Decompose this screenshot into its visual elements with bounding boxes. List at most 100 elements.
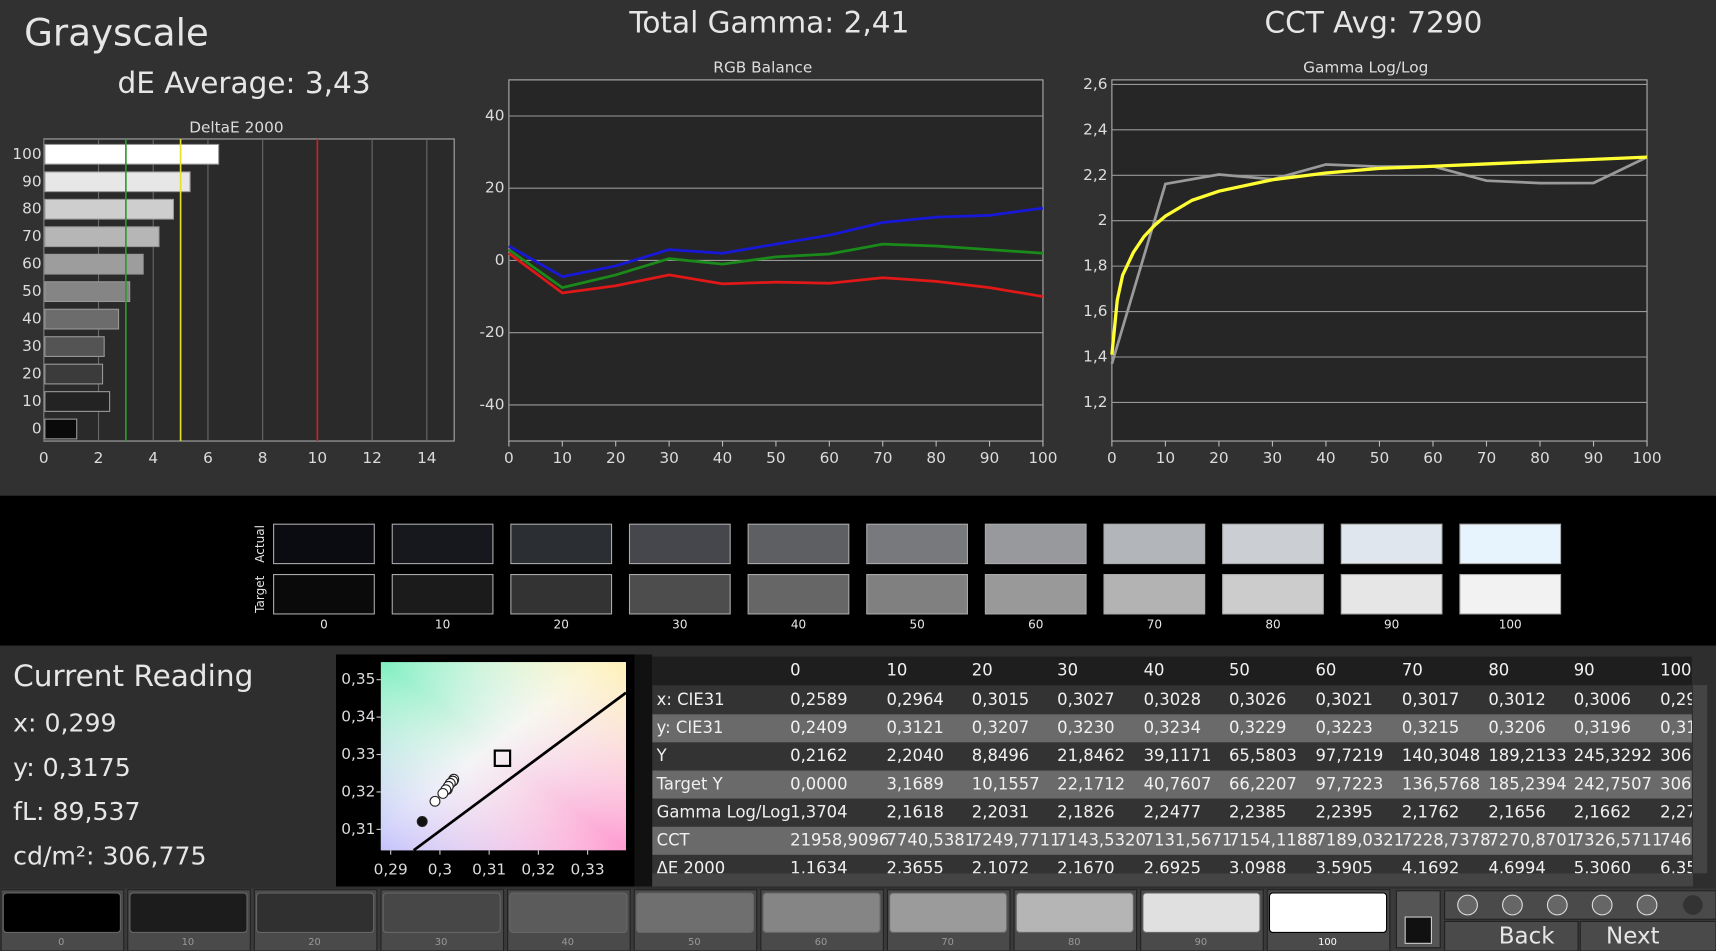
swatch-label: 40: [791, 617, 806, 631]
patch-label[interactable]: 0: [58, 937, 64, 948]
table-cell: 0,2409: [790, 718, 847, 737]
actual-swatch: [747, 523, 850, 565]
stop-button[interactable]: [1404, 916, 1432, 944]
patch-label[interactable]: 10: [182, 937, 195, 948]
x-tick-label: 0: [1107, 449, 1117, 467]
reading-value: cd/m²: 306,775: [13, 841, 206, 870]
patch[interactable]: [255, 892, 375, 933]
x-tick-label: 60: [820, 449, 839, 467]
scrollbar-v[interactable]: [1692, 685, 1708, 874]
target-swatch: [273, 573, 375, 615]
loop-icon[interactable]: [1591, 894, 1613, 916]
bar: [44, 253, 144, 275]
table-cell: 7249,7711: [972, 831, 1061, 850]
patch[interactable]: [1142, 892, 1261, 933]
table-cell: 0,3121: [886, 718, 943, 737]
column-header: 0: [790, 660, 800, 679]
table-cell: 2,1072: [972, 859, 1029, 878]
record-icon[interactable]: [1457, 894, 1478, 916]
table-cell: 2,1762: [1402, 802, 1459, 821]
x-tick-label: 100: [1028, 449, 1057, 467]
patch-label[interactable]: 80: [1068, 937, 1081, 948]
y-tick-label: 1,4: [1083, 347, 1107, 365]
target-swatch: [1222, 573, 1324, 615]
x-tick-label: 10: [553, 449, 573, 467]
patch-label[interactable]: 90: [1195, 937, 1208, 948]
reading-title: Current Reading: [13, 659, 253, 693]
table-cell: 65,5803: [1229, 746, 1297, 765]
actual-swatch: [1222, 523, 1324, 565]
patch-label[interactable]: 100: [1318, 937, 1337, 948]
table-cell: 1,3704: [790, 802, 847, 821]
table-cell: 140,3048: [1402, 746, 1480, 765]
table-row: [652, 798, 1692, 827]
x-tick-label: 0,31: [472, 861, 506, 879]
table-cell: 189,2133: [1488, 746, 1566, 765]
column-header: 40: [1144, 660, 1165, 679]
actual-swatch: [391, 523, 494, 565]
swatch-label: 0: [320, 617, 328, 631]
table-cell: 0,31: [1660, 718, 1697, 737]
table-cell: 0,3229: [1229, 718, 1286, 737]
table-cell: 2,1670: [1057, 859, 1114, 878]
patch[interactable]: [382, 892, 501, 933]
scrollbar-h[interactable]: [652, 873, 1693, 887]
y-tick-label: 0: [495, 251, 505, 269]
patch[interactable]: [889, 892, 1008, 933]
table-cell: 0,3230: [1057, 718, 1114, 737]
swatch-label: 90: [1384, 617, 1399, 631]
patch[interactable]: [1268, 892, 1388, 933]
table-cell: 39,1171: [1144, 746, 1212, 765]
next-label[interactable]: Next: [1606, 923, 1660, 949]
cie-side: [634, 654, 653, 887]
actual-swatch: [1103, 523, 1206, 565]
patch-label[interactable]: 60: [815, 937, 828, 948]
frame-icon[interactable]: [1546, 894, 1568, 916]
column-header: 20: [972, 660, 993, 679]
patch[interactable]: [129, 892, 248, 933]
actual-swatch: [866, 523, 968, 565]
patch-label[interactable]: 20: [308, 937, 321, 948]
chart-title: DeltaE 2000: [189, 119, 283, 137]
table-cell: 0,0000: [790, 774, 847, 793]
table-cell: 2,2031: [972, 802, 1029, 821]
column-header: 80: [1488, 660, 1509, 679]
back-button[interactable]: [1444, 920, 1579, 951]
refresh-icon[interactable]: [1636, 894, 1658, 916]
patch[interactable]: [635, 892, 755, 933]
x-tick-label: 30: [1263, 449, 1283, 467]
point: [429, 795, 441, 807]
patch[interactable]: [1015, 892, 1134, 933]
patch[interactable]: [2, 892, 121, 933]
patch[interactable]: [762, 892, 881, 933]
table-cell: 2,2040: [886, 746, 943, 765]
y-tick-label: 0,31: [341, 820, 375, 838]
table-cell: 97,7223: [1315, 774, 1383, 793]
patch-label[interactable]: 70: [941, 937, 954, 948]
target-point: [493, 749, 512, 768]
patch-label[interactable]: 40: [562, 937, 575, 948]
swatch-label: 20: [554, 617, 569, 631]
bar: [44, 281, 131, 303]
patch-label[interactable]: 50: [688, 937, 701, 948]
table-cell: 0,3234: [1144, 718, 1201, 737]
series-line: [508, 252, 1044, 298]
target-swatch: [1459, 573, 1562, 615]
table-cell: 97,7219: [1315, 746, 1383, 765]
x-tick-label: 12: [362, 449, 382, 467]
bar: [44, 418, 78, 440]
table-row: [652, 854, 1692, 874]
table-cell: 0,3207: [972, 718, 1029, 737]
x-tick-label: 40: [713, 449, 733, 467]
play-icon[interactable]: [1502, 894, 1523, 916]
back-label[interactable]: Back: [1499, 923, 1555, 949]
table-cell: 2,6925: [1144, 859, 1201, 878]
swatch-label: 80: [1265, 617, 1280, 631]
x-tick-label: 6: [203, 449, 213, 467]
table-cell: 8,8496: [972, 746, 1029, 765]
patch-label[interactable]: 30: [435, 937, 448, 948]
patch[interactable]: [509, 892, 628, 933]
table-cell: 2,27: [1660, 802, 1697, 821]
table-cell: 40,7607: [1144, 774, 1212, 793]
